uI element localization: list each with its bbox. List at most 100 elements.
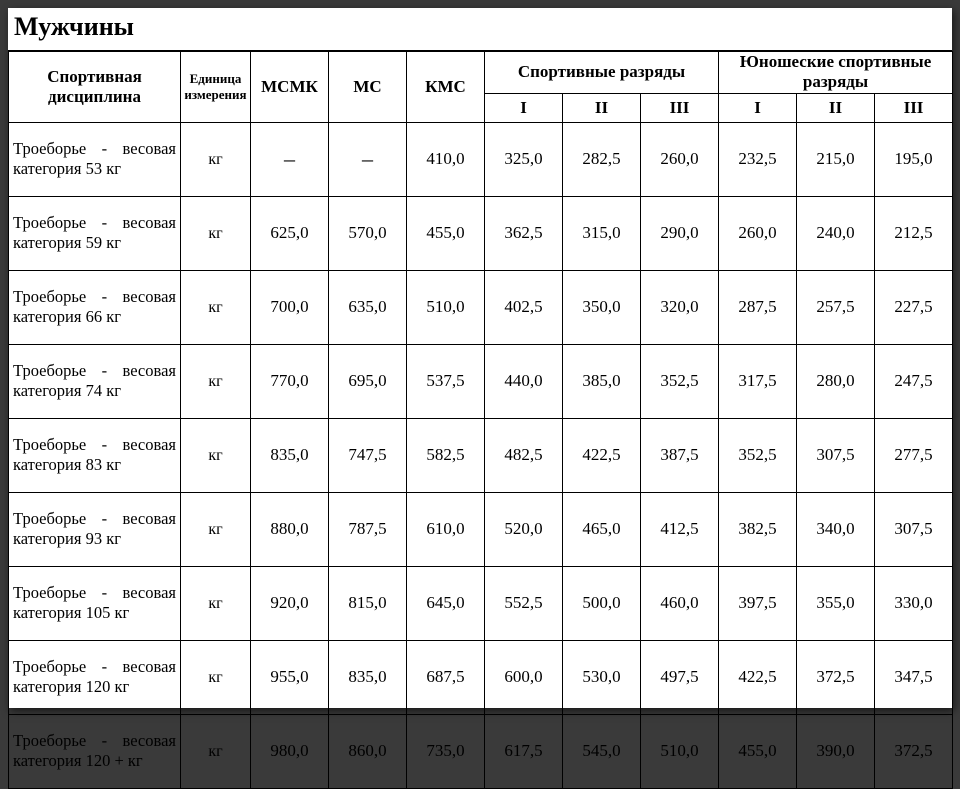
cell-value: 260,0 (719, 196, 797, 270)
cell-value: 212,5 (875, 196, 953, 270)
cell-discipline: Троеборье-весоваякатегория 93 кг (9, 492, 181, 566)
cell-value: 770,0 (251, 344, 329, 418)
col-sport-3: III (641, 93, 719, 122)
cell-unit: кг (181, 196, 251, 270)
cell-value: 247,5 (875, 344, 953, 418)
cell-unit: кг (181, 122, 251, 196)
cell-value: 735,0 (407, 714, 485, 788)
cell-value: 482,5 (485, 418, 563, 492)
cell-value: 195,0 (875, 122, 953, 196)
cell-value: 455,0 (407, 196, 485, 270)
cell-value: 860,0 (329, 714, 407, 788)
cell-value: 570,0 (329, 196, 407, 270)
table-row: Троеборье-весоваякатегория 83 кгкг835,07… (9, 418, 953, 492)
cell-value: – (251, 122, 329, 196)
cell-value: 257,5 (797, 270, 875, 344)
cell-value: 315,0 (563, 196, 641, 270)
cell-unit: кг (181, 344, 251, 418)
cell-value: 240,0 (797, 196, 875, 270)
cell-value: 747,5 (329, 418, 407, 492)
document-sheet: Мужчины Спортивная дисциплина Единица из… (8, 8, 952, 708)
col-sport-1: I (485, 93, 563, 122)
cell-value: 460,0 (641, 566, 719, 640)
col-youth-3: III (875, 93, 953, 122)
cell-value: 340,0 (797, 492, 875, 566)
col-ms: МС (329, 52, 407, 123)
cell-value: 610,0 (407, 492, 485, 566)
cell-value: 215,0 (797, 122, 875, 196)
cell-discipline: Троеборье-весоваякатегория 74 кг (9, 344, 181, 418)
cell-value: 362,5 (485, 196, 563, 270)
col-msmk: МСМК (251, 52, 329, 123)
cell-value: 835,0 (251, 418, 329, 492)
cell-value: 510,0 (641, 714, 719, 788)
cell-value: 787,5 (329, 492, 407, 566)
cell-value: 325,0 (485, 122, 563, 196)
table-row: Троеборье-весоваякатегория 93 кгкг880,07… (9, 492, 953, 566)
cell-value: 465,0 (563, 492, 641, 566)
cell-value: 500,0 (563, 566, 641, 640)
cell-value: 307,5 (797, 418, 875, 492)
cell-unit: кг (181, 418, 251, 492)
cell-value: 582,5 (407, 418, 485, 492)
ranks-table: Спортивная дисциплина Единица измерения … (8, 51, 953, 789)
cell-value: 352,5 (719, 418, 797, 492)
cell-value: 497,5 (641, 640, 719, 714)
cell-value: 440,0 (485, 344, 563, 418)
col-youth-1: I (719, 93, 797, 122)
cell-unit: кг (181, 714, 251, 788)
page-title: Мужчины (8, 8, 952, 51)
cell-value: 552,5 (485, 566, 563, 640)
cell-value: 880,0 (251, 492, 329, 566)
table-row: Троеборье-весоваякатегория 66 кгкг700,06… (9, 270, 953, 344)
col-discipline: Спортивная дисциплина (9, 52, 181, 123)
cell-value: 510,0 (407, 270, 485, 344)
cell-discipline: Троеборье-весоваякатегория 83 кг (9, 418, 181, 492)
cell-value: 815,0 (329, 566, 407, 640)
cell-value: 955,0 (251, 640, 329, 714)
cell-value: – (329, 122, 407, 196)
cell-value: 330,0 (875, 566, 953, 640)
cell-discipline: Троеборье-весоваякатегория 53 кг (9, 122, 181, 196)
cell-value: 390,0 (797, 714, 875, 788)
table-row: Троеборье-весоваякатегория 120 + кгкг980… (9, 714, 953, 788)
col-unit: Единица измерения (181, 52, 251, 123)
cell-value: 537,5 (407, 344, 485, 418)
cell-value: 617,5 (485, 714, 563, 788)
col-sport-2: II (563, 93, 641, 122)
cell-value: 412,5 (641, 492, 719, 566)
cell-value: 372,5 (797, 640, 875, 714)
cell-unit: кг (181, 566, 251, 640)
cell-value: 352,5 (641, 344, 719, 418)
cell-value: 307,5 (875, 492, 953, 566)
cell-value: 695,0 (329, 344, 407, 418)
cell-value: 530,0 (563, 640, 641, 714)
cell-value: 350,0 (563, 270, 641, 344)
cell-unit: кг (181, 492, 251, 566)
table-row: Троеборье-весоваякатегория 74 кгкг770,06… (9, 344, 953, 418)
cell-value: 280,0 (797, 344, 875, 418)
cell-value: 232,5 (719, 122, 797, 196)
cell-unit: кг (181, 640, 251, 714)
cell-value: 260,0 (641, 122, 719, 196)
cell-value: 520,0 (485, 492, 563, 566)
cell-value: 687,5 (407, 640, 485, 714)
cell-value: 645,0 (407, 566, 485, 640)
cell-value: 227,5 (875, 270, 953, 344)
cell-value: 277,5 (875, 418, 953, 492)
cell-value: 355,0 (797, 566, 875, 640)
cell-value: 545,0 (563, 714, 641, 788)
cell-unit: кг (181, 270, 251, 344)
col-group-sport: Спортивные разряды (485, 52, 719, 94)
table-body: Троеборье-весоваякатегория 53 кгкг––410,… (9, 122, 953, 788)
cell-value: 282,5 (563, 122, 641, 196)
cell-value: 635,0 (329, 270, 407, 344)
table-row: Троеборье-весоваякатегория 120 кгкг955,0… (9, 640, 953, 714)
cell-value: 455,0 (719, 714, 797, 788)
cell-value: 287,5 (719, 270, 797, 344)
cell-value: 920,0 (251, 566, 329, 640)
col-group-youth: Юношеские спортивные разряды (719, 52, 953, 94)
cell-value: 320,0 (641, 270, 719, 344)
cell-value: 397,5 (719, 566, 797, 640)
cell-discipline: Троеборье-весоваякатегория 105 кг (9, 566, 181, 640)
